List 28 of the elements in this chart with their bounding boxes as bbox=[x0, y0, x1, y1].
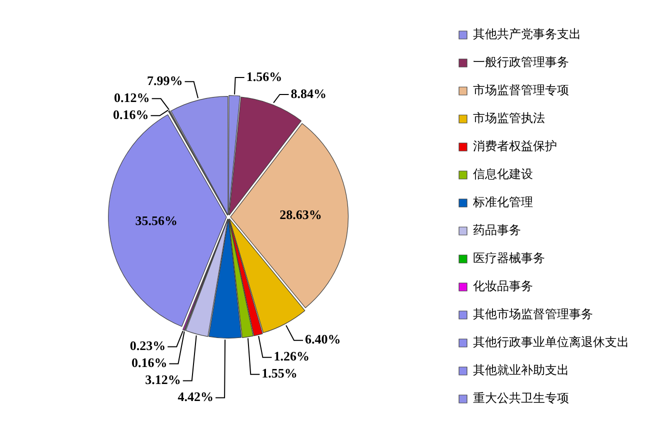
legend-label: 消费者权益保护 bbox=[473, 139, 557, 154]
legend-label: 其他市场监督管理事务 bbox=[473, 307, 593, 322]
legend-label: 信息化建设 bbox=[473, 167, 533, 182]
data-label: 4.42% bbox=[178, 389, 214, 404]
legend-label: 其他共产党事务支出 bbox=[473, 27, 581, 42]
legend-label: 标准化管理 bbox=[472, 195, 533, 210]
legend-label: 其他行政事业单位离退休支出 bbox=[473, 335, 629, 350]
legend-label: 其他就业补助支出 bbox=[473, 363, 569, 378]
data-label: 7.99% bbox=[147, 73, 183, 88]
data-label: 1.26% bbox=[274, 348, 310, 364]
data-label: 35.56% bbox=[135, 213, 178, 228]
legend-label: 市场监督管理专项 bbox=[473, 83, 569, 98]
data-label: 1.56% bbox=[246, 68, 282, 84]
data-label: 28.63% bbox=[280, 207, 322, 222]
legend-label: 医疗器械事务 bbox=[473, 251, 545, 266]
data-label: 8.84% bbox=[290, 86, 327, 101]
legend-label: 一般行政管理事务 bbox=[473, 55, 569, 70]
data-label: 0.16% bbox=[112, 107, 149, 122]
legend-label: 重大公共卫生专项 bbox=[473, 391, 569, 406]
data-label: 0.23% bbox=[130, 338, 166, 354]
data-label: 1.55% bbox=[262, 366, 298, 381]
legend-label: 市场监管执法 bbox=[473, 111, 545, 126]
legend-label: 药品事务 bbox=[473, 223, 521, 238]
data-label: 0.12% bbox=[114, 90, 150, 106]
data-label: 3.12% bbox=[145, 372, 181, 388]
data-label: 6.40% bbox=[305, 332, 341, 347]
legend-label: 化妆品事务 bbox=[473, 279, 533, 294]
data-label: 0.16% bbox=[131, 355, 168, 370]
